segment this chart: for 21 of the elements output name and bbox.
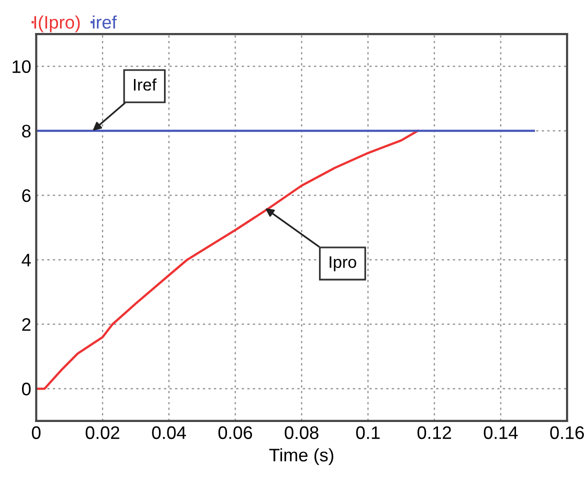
line-series: [36, 130, 419, 390]
x-tick-label: 0.02: [86, 426, 120, 440]
y-tick-label: 10: [12, 60, 31, 74]
legend-label: iref: [92, 15, 117, 29]
x-tick-label: 0.12: [417, 426, 452, 440]
y-tick-label: 2: [22, 318, 30, 331]
y-tick-label: 6: [22, 189, 31, 202]
x-tick-label: 0.06: [218, 426, 252, 440]
annotation: Ipro: [330, 256, 356, 272]
x-axis-title: Time (s): [269, 448, 334, 466]
y-tick-label: 0: [22, 382, 31, 396]
x-tick-label: 0.04: [152, 426, 186, 440]
x-tick-label: 0.16: [550, 426, 584, 440]
x-tick-label: 0.14: [484, 426, 518, 440]
legend-label: I(Ipro): [34, 15, 80, 32]
y-tick-label: 8: [22, 124, 31, 138]
annotation: Iref: [134, 78, 157, 91]
y-tick-label: 4: [22, 254, 31, 266]
x-tick-label: 0: [32, 426, 41, 440]
x-tick-label: 0.1: [356, 426, 380, 440]
x-tick-label: 0.08: [284, 426, 318, 440]
